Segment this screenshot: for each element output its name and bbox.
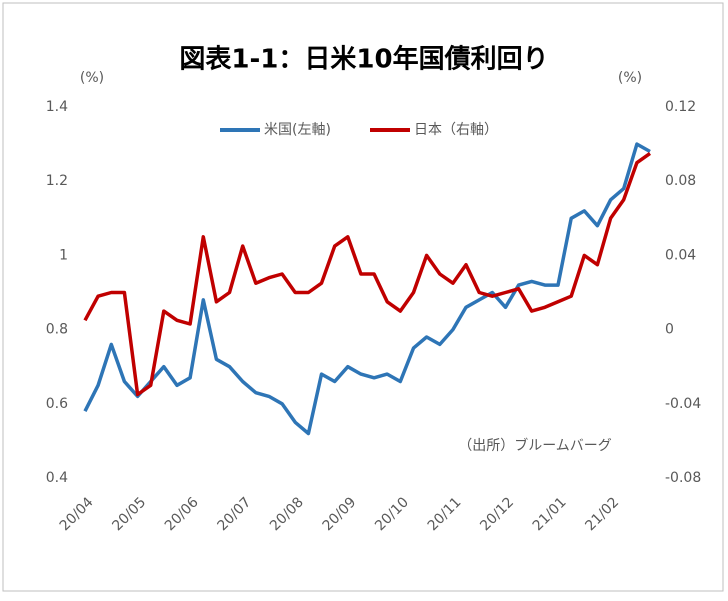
y-unit: (%) [80,70,104,86]
y-tick-label: 0.6 [46,396,68,412]
series-line [83,151,652,397]
y2-tick-label: 0.08 [665,173,696,189]
legend-label: 米国(左軸) [264,122,331,138]
y2-tick-label: -0.04 [665,396,701,412]
y-tick-label: 1.2 [46,173,68,189]
y2-tick-label: -0.08 [665,470,701,486]
y2-unit: (%) [618,70,642,86]
annotation: （出所）ブルームバーグ [458,437,612,454]
y2-tick-label: 0 [665,322,674,338]
y-tick-label: 0.4 [46,470,68,486]
y2-tick-label: 0.12 [665,99,696,115]
series-line [83,142,651,436]
legend-label: 日本（右軸） [414,122,498,138]
y-tick-label: 1 [59,247,68,263]
frame [2,2,724,592]
y-tick-label: 0.8 [46,322,68,338]
chart-title: 図表1-1：日米10年国債利回り [179,44,548,75]
y-tick-label: 1.4 [46,99,68,115]
y2-tick-label: 0.04 [665,247,696,263]
